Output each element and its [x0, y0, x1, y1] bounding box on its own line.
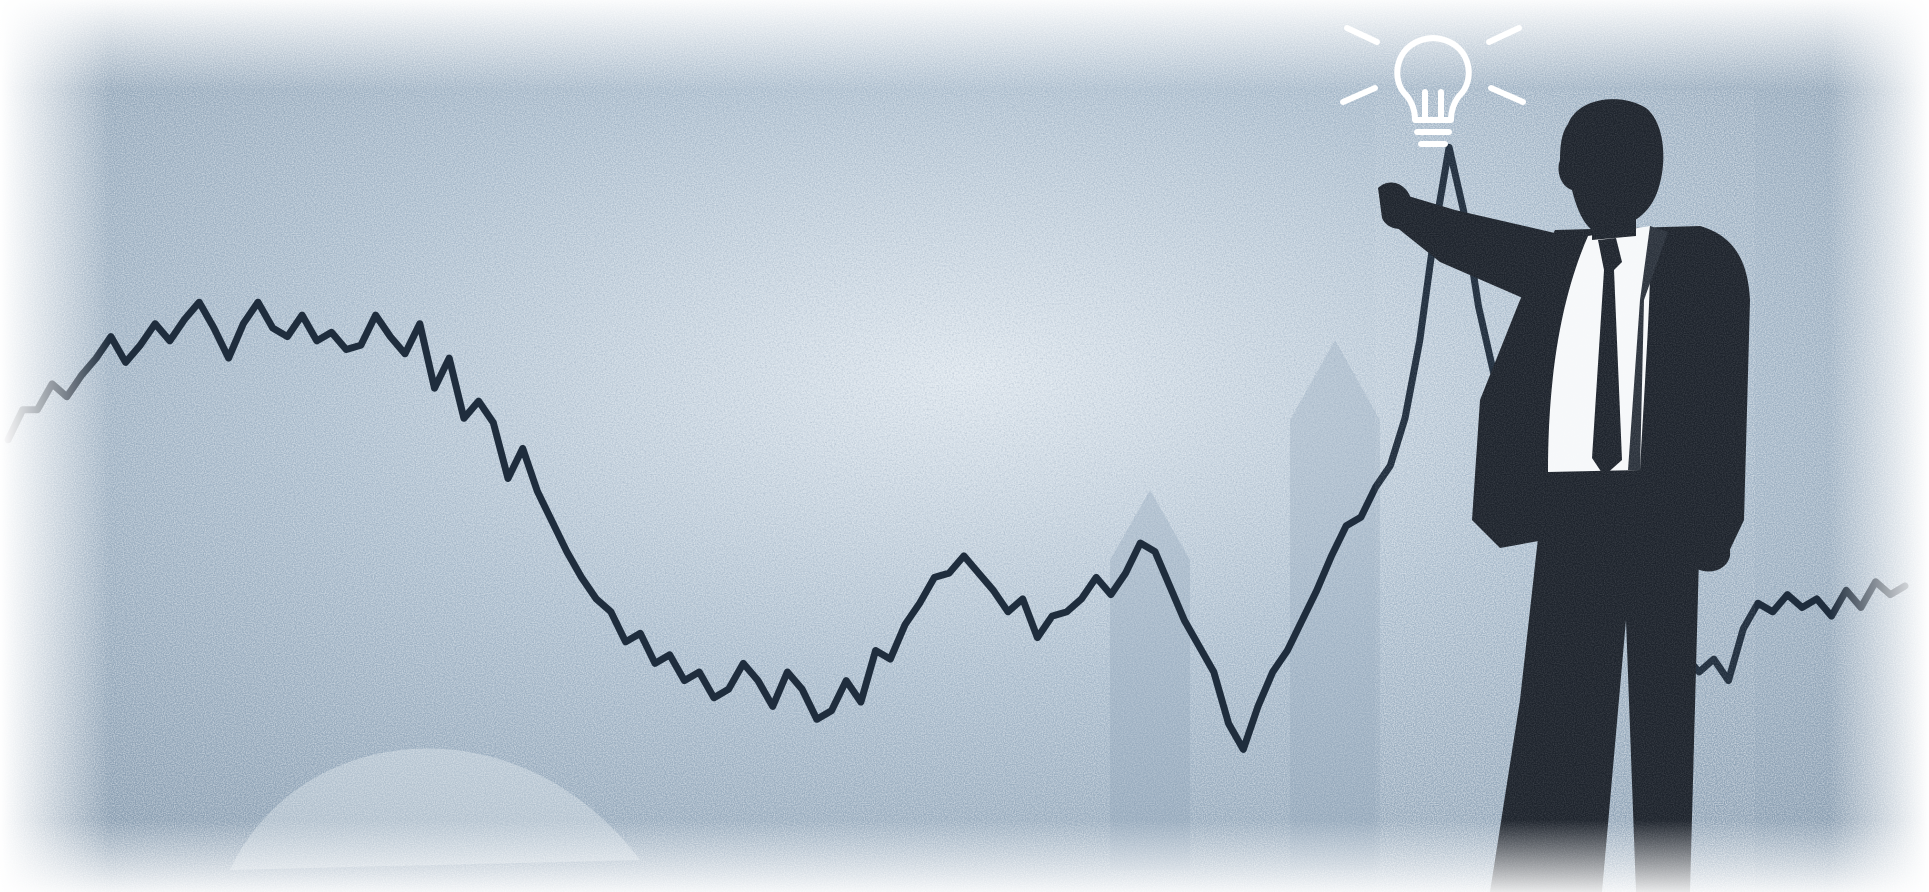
vignette-top	[0, 0, 1929, 90]
vignette-right	[1829, 0, 1929, 892]
vignette-bottom	[0, 820, 1929, 892]
vignette-left	[0, 0, 110, 892]
businessman-figure	[1375, 90, 1755, 892]
ghost-tower	[1290, 340, 1380, 870]
